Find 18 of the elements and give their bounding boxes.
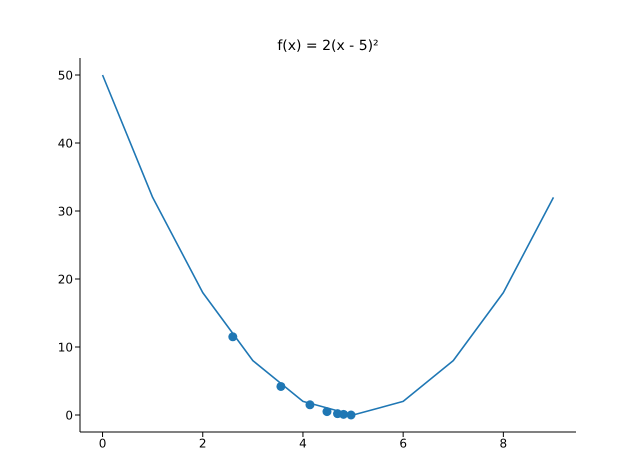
y-tick-label: 40: [58, 136, 73, 150]
y-tick-label: 20: [58, 272, 73, 286]
x-tick-label: 6: [399, 436, 407, 451]
point: [339, 410, 348, 419]
point: [305, 400, 314, 410]
point: [346, 410, 356, 420]
chart-title: f(x) = 2(x - 5)²: [276, 38, 380, 54]
y-tick-label: 0: [65, 408, 73, 422]
point: [322, 407, 332, 416]
x-tick-label: 8: [500, 436, 508, 451]
x-tick-label: 2: [198, 436, 207, 451]
y-tick-label: 10: [58, 340, 73, 354]
x-tick-label: 4: [299, 436, 307, 451]
y-tick-label: 50: [58, 68, 73, 82]
point: [228, 332, 238, 342]
x-tick-label: 0: [98, 436, 106, 451]
point: [276, 382, 286, 391]
y-tick-label: 30: [58, 204, 73, 218]
